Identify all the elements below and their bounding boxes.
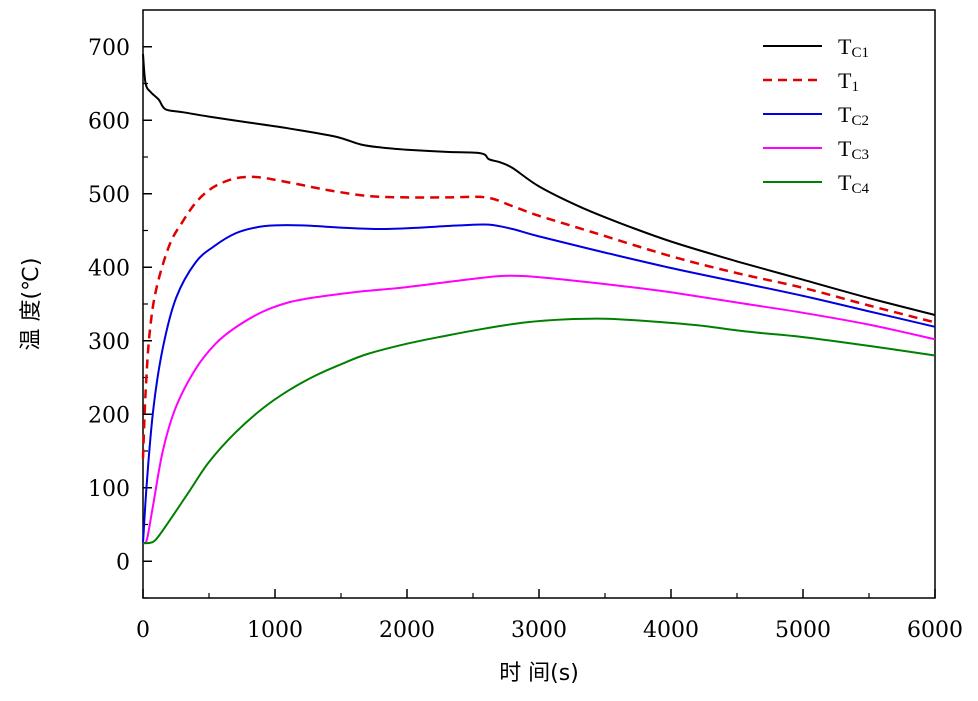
x-tick-label: 6000: [907, 618, 963, 643]
legend-label-t1: T1: [838, 68, 859, 95]
x-axis-title: 时 间(s): [499, 661, 579, 686]
legend-label-tc2: TC2: [838, 102, 869, 129]
legend-label-tc3: TC3: [838, 136, 869, 163]
y-axis-title: 温 度(℃): [19, 258, 44, 351]
series-line-tc4: [142, 317, 936, 545]
series-line-t1: [141, 175, 936, 459]
y-tick-label: 400: [88, 256, 130, 281]
legend-label-tc4: TC4: [838, 170, 869, 197]
y-axis-ticks: 0 100 200 300 400 500 600 700: [88, 36, 152, 599]
y-tick-label: 200: [88, 403, 130, 428]
y-tick-label: 100: [88, 477, 130, 502]
x-tick-label: 2000: [379, 618, 435, 643]
y-tick-label: 500: [88, 183, 130, 208]
y-tick-label: 700: [88, 36, 130, 61]
series-line-tc3: [142, 274, 936, 545]
x-tick-label: 1000: [247, 618, 303, 643]
x-tick-label: 0: [136, 618, 150, 643]
series-layer: [141, 54, 936, 545]
series-line-tc1: [142, 54, 936, 316]
x-axis-ticks: 0 1000 2000 3000 4000 5000 6000: [136, 589, 963, 643]
y-tick-label: 0: [116, 550, 130, 575]
series-line-tc2: [142, 223, 936, 543]
legend-label-tc1: TC1: [838, 34, 869, 61]
x-tick-label: 3000: [511, 618, 567, 643]
x-tick-label: 5000: [775, 618, 831, 643]
y-tick-label: 600: [88, 109, 130, 134]
legend: TC1 T1 TC2 TC3 TC4: [763, 34, 869, 197]
x-tick-label: 4000: [643, 618, 699, 643]
y-tick-label: 300: [88, 330, 130, 355]
plot-frame: [142, 9, 936, 599]
